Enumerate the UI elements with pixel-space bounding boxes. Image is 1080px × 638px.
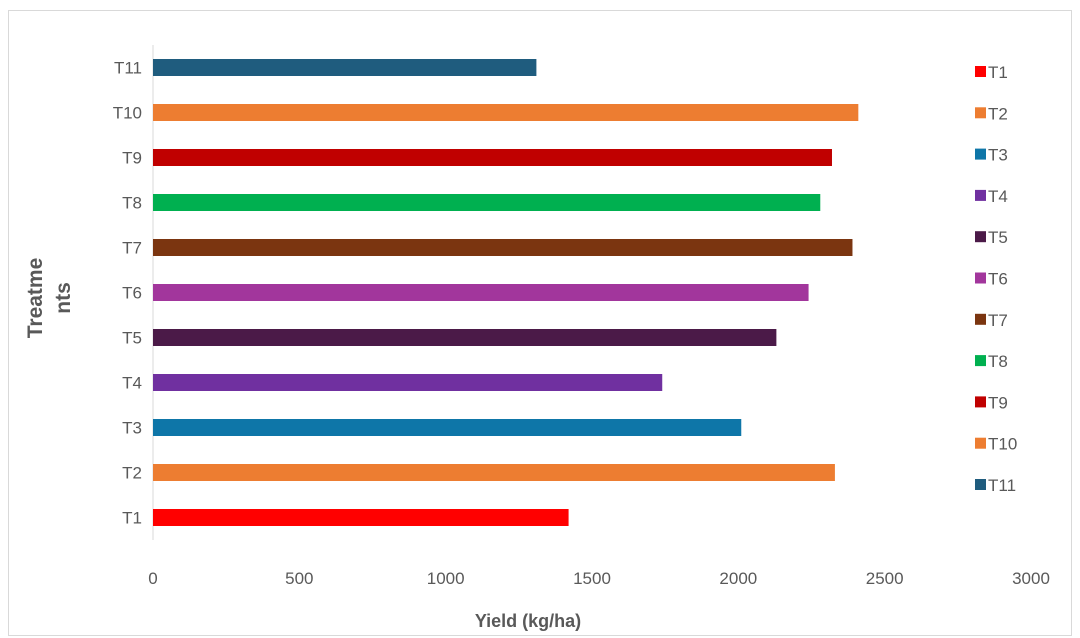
legend-label: T4 (988, 187, 1008, 206)
x-tick-label: 1500 (573, 569, 611, 588)
y-tick-label: T2 (122, 464, 142, 483)
y-tick-label: T4 (122, 374, 142, 393)
bar-t3 (153, 419, 742, 436)
legend-swatch (975, 148, 986, 160)
y-axis-title-line-2: nts (52, 282, 75, 314)
bar-t8 (153, 194, 821, 211)
legend-swatch (975, 396, 986, 408)
x-tick-label: 2000 (719, 569, 757, 588)
bar-t7 (153, 239, 853, 256)
x-axis-title: Yield (kg/ha) (475, 611, 581, 631)
legend-swatch (975, 107, 986, 119)
y-tick-label: T9 (122, 149, 142, 168)
legend-swatch (975, 189, 986, 201)
y-tick-label: T3 (122, 419, 142, 438)
bar-t11 (153, 59, 537, 76)
legend-swatch (975, 66, 986, 77)
legend-swatch (975, 272, 986, 284)
bars-group (153, 59, 859, 526)
x-tick-label: 3000 (1012, 569, 1050, 588)
bar-t5 (153, 329, 777, 346)
legend-label: T8 (988, 352, 1008, 371)
bar-t2 (153, 464, 835, 481)
legend-swatch (975, 313, 986, 325)
y-axis-title-line-1: Treatme (24, 258, 47, 339)
y-tick-label: T7 (122, 239, 142, 258)
legend-label: T10 (988, 435, 1017, 454)
y-axis-title: Treatme nts (24, 258, 75, 339)
bar-t1 (153, 509, 569, 526)
legend-label: T1 (988, 63, 1008, 82)
legend-label: T6 (988, 270, 1008, 289)
legend-label: T3 (988, 146, 1008, 165)
legend-swatch (975, 355, 986, 367)
bar-t10 (153, 104, 859, 121)
legend-label: T11 (988, 476, 1016, 495)
legend-label: T2 (988, 104, 1008, 123)
y-tick-label: T6 (122, 284, 142, 303)
legend-label: T7 (988, 311, 1008, 330)
y-tick-label: T5 (122, 329, 142, 348)
x-tick-label: 2500 (866, 569, 904, 588)
x-tick-labels: 0 500 1000 1500 2000 2500 3000 (148, 569, 1050, 588)
y-tick-labels: T1 T2 T3 T4 T5 T6 T7 T8 T9 T10 T11 (113, 59, 142, 528)
legend-swatch (975, 231, 986, 243)
legend-label: T5 (988, 228, 1008, 247)
bar-t9 (153, 149, 832, 166)
legend-swatch (975, 437, 986, 449)
x-tick-label: 1000 (427, 569, 465, 588)
legend-swatch (975, 479, 986, 490)
y-tick-label: T1 (122, 509, 142, 528)
y-tick-label: T10 (113, 104, 142, 123)
y-tick-label: T8 (122, 194, 142, 213)
bar-t6 (153, 284, 809, 301)
x-tick-label: 500 (285, 569, 313, 588)
bar-t4 (153, 374, 663, 391)
y-tick-label: T11 (114, 59, 142, 78)
legend-label: T9 (988, 393, 1008, 412)
legend: T1 T2 T3 T4 T5 T6 T7 T8 T9 T10 T11 (975, 63, 1017, 495)
x-tick-label: 0 (148, 569, 157, 588)
